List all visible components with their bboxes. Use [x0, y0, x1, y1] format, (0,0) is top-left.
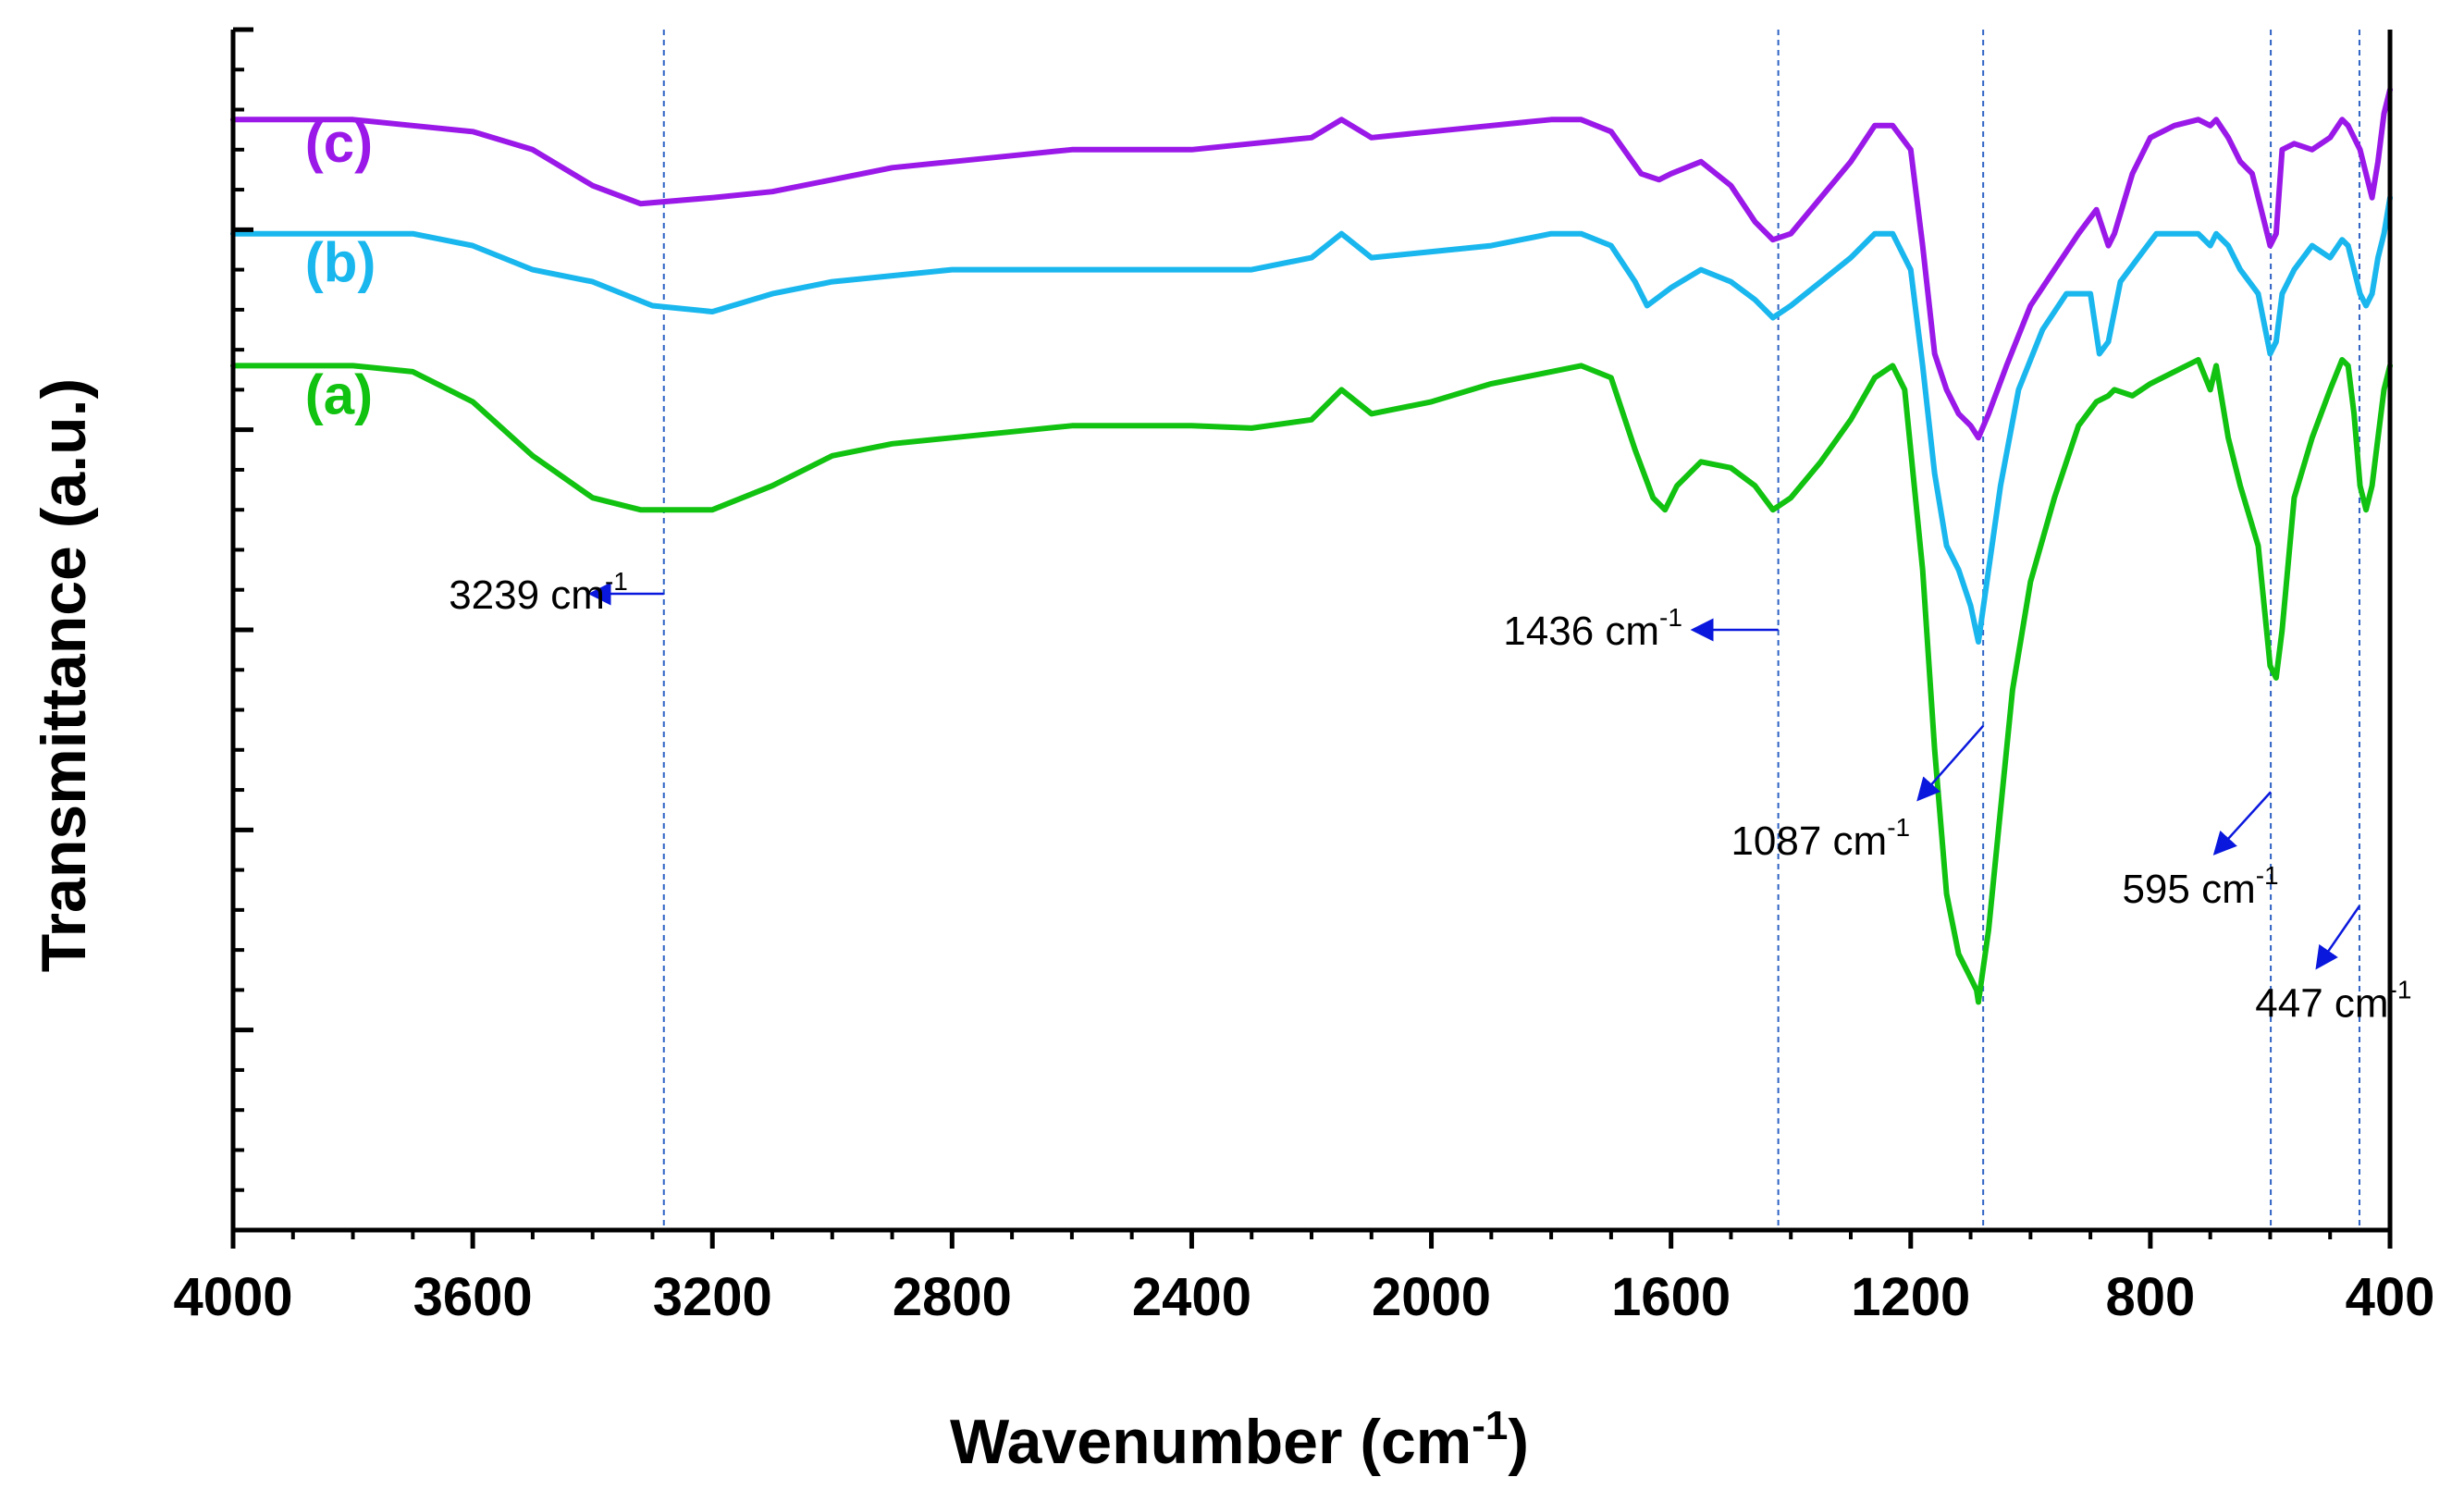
annotation-label-text: 1087 cm: [1731, 819, 1887, 864]
annotation-label-sup: -1: [2389, 975, 2412, 1003]
annotation-label: 1087 cm-1: [1731, 813, 1910, 864]
x-tick-label: 2400: [1132, 1267, 1251, 1327]
annotation-arrow: [2315, 905, 2360, 970]
annotation-label-text: 595 cm: [2122, 867, 2255, 912]
x-axis-title-text: Wavenumber (cm: [950, 1407, 1472, 1477]
series-labels: (c) (b) (a): [305, 112, 376, 426]
annotation-label-sup: -1: [2256, 861, 2279, 890]
x-tick-label: 1600: [1611, 1267, 1731, 1327]
series-label-b: (b): [305, 232, 376, 294]
x-axis-title-sup: -1: [1472, 1403, 1508, 1448]
series-group: [230, 86, 2393, 1005]
annotation-arrow: [2212, 791, 2273, 856]
annotation-label: 595 cm-1: [2122, 861, 2278, 912]
x-tick-label: 1200: [1851, 1267, 1970, 1327]
annotation-label: 447 cm-1: [2255, 975, 2411, 1026]
x-axis-title: Wavenumber (cm-1): [950, 1403, 1529, 1477]
x-tick-label: 400: [2346, 1267, 2435, 1327]
annotation-label-text: 447 cm: [2255, 980, 2388, 1026]
annotation-label-text: 3239 cm: [449, 572, 605, 618]
annotation-label-sup: -1: [605, 567, 628, 596]
series-line-a: [230, 357, 2393, 1005]
x-tick-label: 800: [2105, 1267, 2195, 1327]
x-tick-label: 4000: [173, 1267, 292, 1327]
annotation-label: 3239 cm-1: [449, 567, 628, 618]
annotation-arrow: [1916, 725, 1985, 802]
annotation-label-text: 1436 cm: [1503, 609, 1659, 654]
annotation-label-sup: -1: [1887, 813, 1910, 842]
x-axis-title-close: ): [1508, 1407, 1529, 1477]
x-tick-label: 3200: [653, 1267, 772, 1327]
axes: 4000 3600 3200 2800 2400 2000 1600 1200 800 400: [173, 27, 2435, 1327]
series-label-a: (a): [305, 363, 373, 425]
series-line-c: [230, 86, 2393, 441]
series-line-b: [230, 194, 2393, 645]
y-axis-title: Transmittance (a.u.): [29, 378, 99, 972]
x-tick-label: 2800: [893, 1267, 1012, 1327]
series-label-c: (c): [305, 112, 373, 174]
x-tick-label: 3600: [413, 1267, 533, 1327]
annotation-label: 1436 cm-1: [1503, 603, 1682, 654]
annotation-label-sup: -1: [1659, 603, 1682, 632]
x-tick-label: 2000: [1372, 1267, 1491, 1327]
